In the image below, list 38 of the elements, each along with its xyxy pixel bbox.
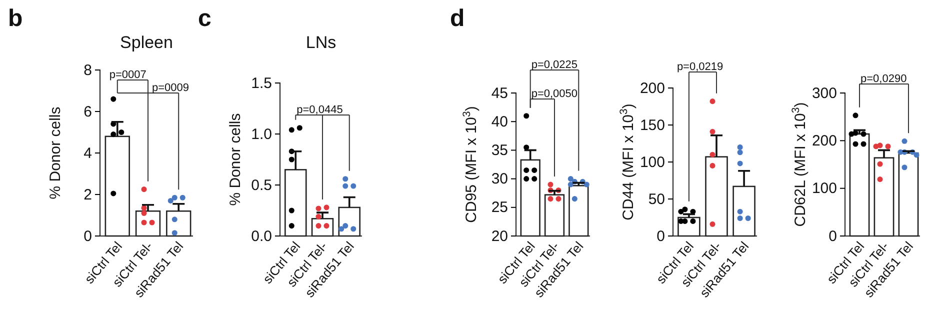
y-tick-label: 6: [84, 103, 92, 120]
y-tick-label: 2: [84, 186, 92, 204]
y-tick-label: 1.0: [251, 126, 272, 143]
chart-title: Spleen: [120, 33, 173, 52]
y-tick-label: 35: [491, 142, 508, 159]
y-tick-label: 0.5: [251, 176, 272, 194]
text: d: [450, 5, 465, 32]
y-tick-label: 30: [491, 170, 508, 188]
y-tick-label: 25: [491, 199, 508, 216]
y-tick-label: 4: [84, 144, 92, 162]
y-tick-label: 150: [640, 116, 665, 134]
y-tick-label: 45: [491, 84, 508, 102]
y-tick-label: 50: [648, 190, 665, 208]
text: p=0,0219: [676, 61, 724, 73]
y-tick-label: 200: [812, 132, 837, 150]
chart-title: LNs: [306, 33, 336, 52]
annotation: p=0007: [109, 69, 146, 81]
y-tick-label: 0.0: [251, 228, 272, 245]
y-tick-label: 20: [491, 228, 508, 245]
y-tick-label: 200: [640, 80, 665, 97]
text: p=0,0225: [531, 59, 578, 71]
annotation: p=0,0445: [296, 104, 343, 116]
y-tick-label: 0: [84, 228, 92, 245]
text: b: [8, 5, 23, 32]
annotation: p=0009: [152, 82, 190, 94]
y-tick-label: 40: [491, 113, 508, 130]
text: p=0,0290: [860, 73, 907, 85]
y-tick-label: 8: [84, 62, 92, 79]
y-axis-title: % Donor cells: [227, 113, 244, 206]
y-tick-label: 300: [812, 84, 837, 102]
annotation: p=0,0050: [531, 88, 578, 100]
y-tick-label: 100: [640, 154, 665, 171]
y-tick-label: 100: [812, 180, 837, 198]
y-axis-title: % Donor cells: [47, 106, 64, 200]
y-tick-label: 0: [656, 228, 665, 245]
text: c: [198, 5, 212, 32]
y-tick-label: 1.5: [251, 74, 272, 92]
y-tick-label: 0: [828, 228, 837, 245]
